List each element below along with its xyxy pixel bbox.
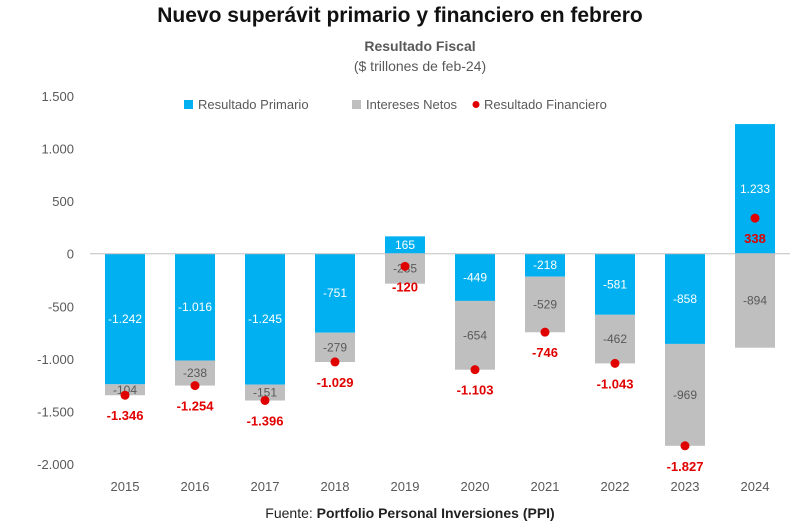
bar-intereses [245, 384, 285, 401]
y-tick-label: -1.000 [37, 352, 74, 367]
dot-financiero [330, 357, 340, 367]
legend-label-intereses: Intereses Netos [366, 97, 458, 112]
x-category-label: 2015 [111, 479, 140, 494]
bar-primario [525, 253, 565, 277]
bar-intereses [595, 314, 635, 364]
dot-financiero [750, 213, 760, 223]
label-financiero: -1.827 [667, 459, 704, 474]
label-intereses: -104 [113, 383, 137, 397]
source-name: Portfolio Personal Inversiones (PPI) [316, 505, 555, 521]
label-intereses: -654 [463, 328, 487, 342]
label-intereses: -238 [183, 366, 207, 380]
x-category-label: 2020 [461, 479, 490, 494]
chart-unit: ($ trillones de feb-24) [353, 58, 487, 74]
label-primario: -218 [533, 258, 557, 272]
legend-swatch-primario [184, 100, 193, 109]
bar-intereses [455, 300, 495, 370]
chart-subtitle: Resultado Fiscal [364, 38, 476, 54]
bar-intereses [735, 253, 775, 348]
chart-title: Nuevo superávit primario y financiero en… [157, 4, 643, 27]
bar-primario [735, 124, 775, 254]
y-tick-label: -2.000 [37, 457, 74, 472]
bar-intereses [315, 332, 355, 363]
x-category-label: 2019 [391, 479, 420, 494]
label-financiero: -1.043 [597, 376, 634, 391]
label-intereses: -279 [323, 340, 347, 354]
label-primario: -1.245 [248, 312, 282, 326]
dot-financiero [680, 441, 690, 451]
bar-primario [665, 253, 705, 344]
bar-primario [595, 253, 635, 315]
label-primario: -449 [463, 270, 487, 284]
label-intereses: -529 [533, 297, 557, 311]
bar-primario [315, 253, 355, 333]
label-primario: -1.016 [178, 300, 212, 314]
dot-financiero [190, 381, 200, 391]
bar-primario [175, 253, 215, 361]
bar-primario [385, 236, 425, 254]
y-tick-label: 500 [52, 194, 74, 209]
legend-label-financiero: Resultado Financiero [484, 97, 607, 112]
y-tick-label: -1.500 [37, 404, 74, 419]
x-category-label: 2021 [531, 479, 560, 494]
label-primario: -751 [323, 286, 347, 300]
x-category-label: 2022 [601, 479, 630, 494]
label-financiero: -1.346 [107, 408, 144, 423]
label-primario: -1.242 [108, 312, 142, 326]
label-primario: -581 [603, 277, 627, 291]
dot-financiero [610, 358, 620, 368]
dot-financiero [400, 261, 410, 271]
dot-financiero [260, 395, 270, 405]
label-financiero: -1.029 [317, 375, 354, 390]
y-tick-label: 0 [67, 247, 74, 262]
bar-primario [105, 253, 145, 385]
bar-intereses [105, 384, 145, 396]
dot-financiero [540, 327, 550, 337]
label-financiero: -1.396 [247, 413, 284, 428]
label-financiero: -1.254 [177, 399, 215, 414]
label-financiero: -746 [532, 345, 558, 360]
bar-primario [455, 253, 495, 301]
label-primario: 165 [395, 238, 415, 252]
legend-label-primario: Resultado Primario [198, 97, 309, 112]
label-primario: 1.233 [740, 182, 770, 196]
dot-financiero [120, 390, 130, 400]
x-category-label: 2016 [181, 479, 210, 494]
label-primario: -858 [673, 292, 697, 306]
source-prefix: Fuente: [265, 505, 317, 521]
x-category-label: 2024 [741, 479, 770, 494]
label-intereses: -462 [603, 332, 627, 346]
x-category-label: 2017 [251, 479, 280, 494]
label-intereses: -969 [673, 388, 697, 402]
x-category-label: 2023 [671, 479, 700, 494]
legend-swatch-intereses [352, 100, 361, 109]
label-financiero: -120 [392, 279, 418, 294]
label-intereses: -151 [253, 386, 277, 400]
source-note: Fuente: Portfolio Personal Inversiones (… [0, 505, 800, 521]
dot-financiero [470, 365, 480, 375]
bar-intereses [525, 276, 565, 333]
y-tick-label: -500 [48, 299, 74, 314]
bar-primario [245, 253, 285, 385]
y-tick-label: 1.500 [41, 89, 74, 104]
bar-intereses [665, 343, 705, 446]
label-financiero: 338 [744, 231, 766, 246]
y-tick-label: 1.000 [41, 142, 74, 157]
label-intereses: -894 [743, 294, 767, 308]
label-financiero: -1.103 [457, 383, 494, 398]
legend-swatch-financiero [472, 101, 480, 108]
x-category-label: 2018 [321, 479, 350, 494]
